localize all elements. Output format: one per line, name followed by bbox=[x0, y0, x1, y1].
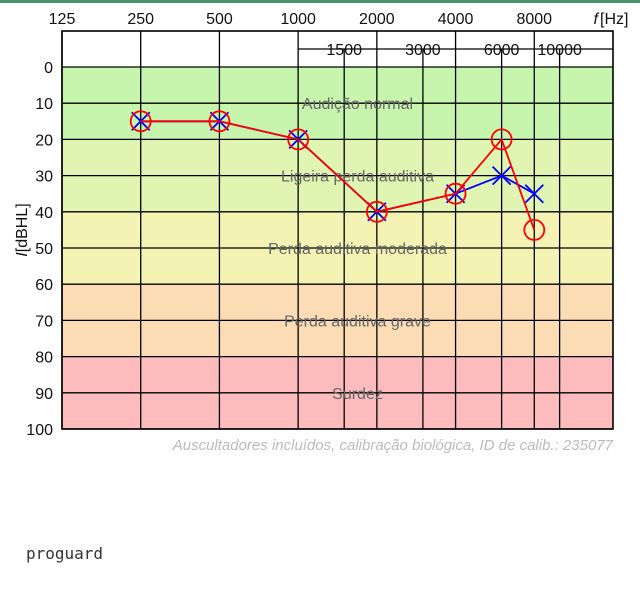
y-tick-label: 70 bbox=[35, 313, 53, 330]
y-tick-label: 50 bbox=[35, 241, 53, 258]
series-line-circle bbox=[140, 120, 536, 231]
x-axis-unit: [Hz] bbox=[600, 11, 628, 28]
x-tick-label-secondary: 6000 bbox=[484, 42, 520, 59]
y-tick-label: 40 bbox=[35, 205, 53, 222]
y-tick-label: 90 bbox=[35, 386, 53, 403]
x-tick-label-primary: 2000 bbox=[359, 11, 395, 28]
x-tick-label-primary: 250 bbox=[127, 11, 154, 28]
calibration-note: Auscultadores incluídos, calibração biol… bbox=[172, 437, 614, 454]
zone-labels-layer: Audição normal Ligeira perda auditiva Perd… bbox=[268, 96, 447, 403]
zone-label-2: Perda auditiva moderada bbox=[268, 241, 447, 258]
data-point-circle bbox=[287, 128, 310, 151]
y-tick-label: 20 bbox=[35, 132, 53, 149]
zones-layer bbox=[62, 31, 613, 429]
axis-layer: f [Hz] I[dBHL] 0 10 20 30 40 50 60 70 80 90 100 125… bbox=[14, 11, 628, 439]
chart-frame bbox=[61, 30, 614, 430]
cross-stroke-b bbox=[524, 184, 544, 204]
x-axis-symbol: f bbox=[594, 11, 600, 28]
x-tick-label-primary: 1000 bbox=[280, 11, 316, 28]
zone-label-3: Perda auditiva grave bbox=[284, 313, 431, 330]
data-point-circle bbox=[490, 128, 513, 151]
footer-text: proguard bbox=[26, 544, 104, 563]
x-tick-label-primary: 8000 bbox=[516, 11, 552, 28]
data-point-cross bbox=[524, 184, 544, 204]
zone-label-0: Audição normal bbox=[302, 96, 413, 113]
y-tick-label: 80 bbox=[35, 350, 53, 367]
y-tick-label: 100 bbox=[26, 422, 53, 439]
zone-label-1: Ligeira perda auditiva bbox=[281, 169, 434, 186]
y-axis-symbol: I bbox=[14, 252, 31, 257]
y-axis-unit: [dBHL] bbox=[14, 203, 31, 252]
data-point-circle bbox=[523, 218, 546, 241]
top-accent-bar bbox=[0, 0, 640, 3]
x-tick-label-primary: 125 bbox=[49, 11, 76, 28]
y-tick-label: 10 bbox=[35, 96, 53, 113]
data-point-circle bbox=[208, 110, 231, 133]
data-point-circle bbox=[444, 182, 467, 205]
audiogram-chart: Audição normal Ligeira perda auditiva Perd… bbox=[14, 11, 628, 454]
x-tick-label-secondary: 3000 bbox=[405, 42, 441, 59]
x-tick-label-secondary: 1500 bbox=[326, 42, 362, 59]
y-tick-label: 0 bbox=[44, 60, 53, 77]
data-point-circle bbox=[365, 200, 388, 223]
y-tick-label: 60 bbox=[35, 277, 53, 294]
data-point-cross bbox=[491, 165, 512, 186]
y-tick-label: 30 bbox=[35, 169, 53, 186]
x-tick-label-primary: 500 bbox=[206, 11, 233, 28]
data-point-circle bbox=[129, 110, 152, 133]
x-tick-label-secondary: 10000 bbox=[537, 42, 582, 59]
zone-label-4: Surdez bbox=[332, 386, 383, 403]
y-axis-label: I[dBHL] bbox=[14, 203, 31, 256]
x-tick-label-primary: 4000 bbox=[438, 11, 474, 28]
cross-stroke-b bbox=[491, 165, 512, 186]
series-layer bbox=[129, 110, 546, 241]
